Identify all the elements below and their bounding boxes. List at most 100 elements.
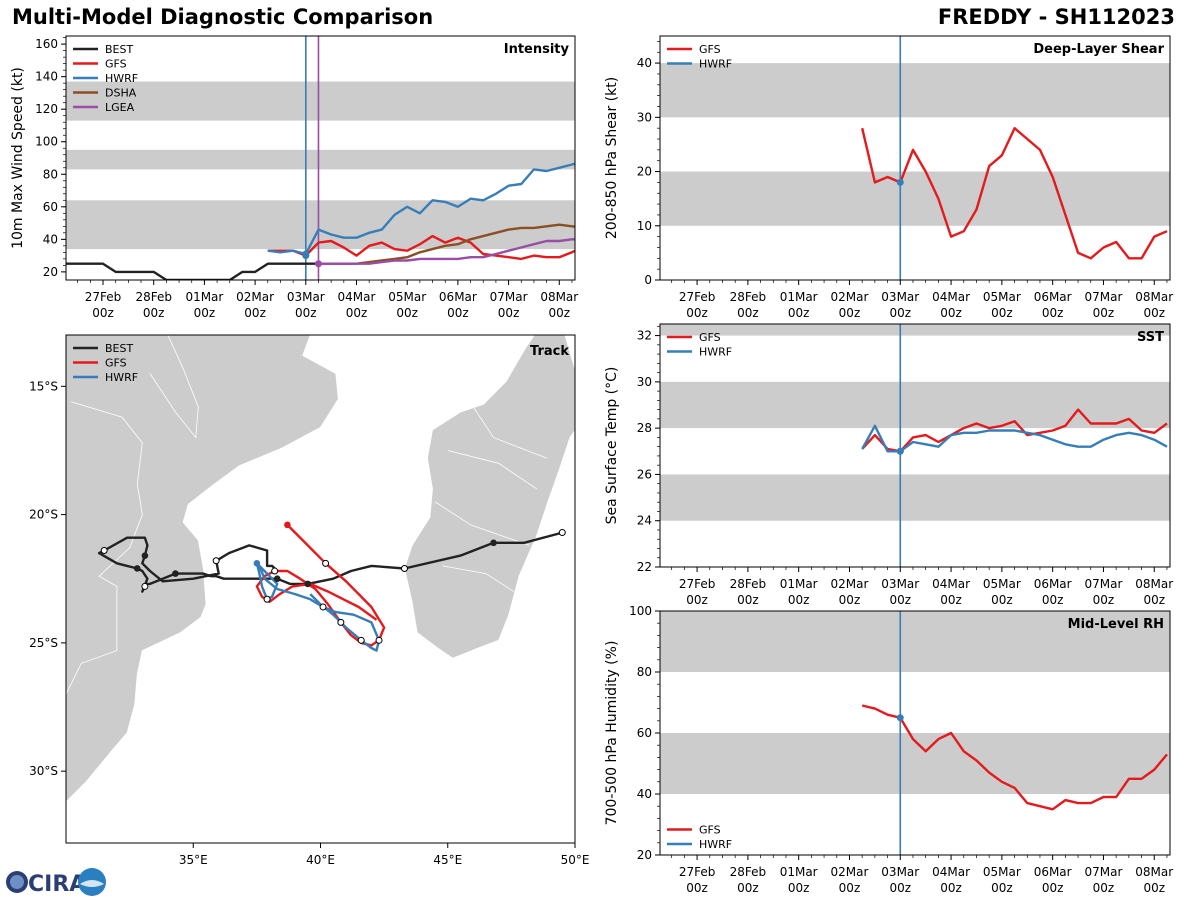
border-line: [149, 335, 199, 439]
panel-intensity: 20 40 60 80 100 120 140 160 27Feb 00z 28Feb 00z 01Ma…: [10, 35, 578, 320]
series-line-gfs: [861, 126, 1168, 260]
legend-label-hwrf: HWRF: [105, 72, 138, 85]
x-tick-label-hour: 00z: [447, 306, 469, 320]
x-tick-label-hour: 00z: [1143, 881, 1165, 895]
x-tick-label-date: 06Mar: [1034, 290, 1072, 304]
x-tick-label-hour: 00z: [686, 881, 708, 895]
x-tick-label-hour: 00z: [295, 306, 317, 320]
x-tick-label-date: 01Mar: [780, 865, 818, 879]
figure-title: Multi-Model Diagnostic Comparison: [12, 5, 434, 29]
shaded-band: [660, 381, 1170, 429]
panel-label: Deep-Layer Shear: [1033, 42, 1164, 57]
x-tick-label-hour: 00z: [1042, 306, 1064, 320]
series-line-gfs: [861, 408, 1168, 453]
x-tick-label-date: 05Mar: [983, 290, 1021, 304]
legend-label-best: BEST: [105, 43, 133, 56]
y-tick-label: 100: [629, 604, 652, 618]
shaded-band: [66, 149, 575, 170]
x-tick-label-date: 08Mar: [540, 290, 578, 304]
y-tick-label: 24: [637, 514, 652, 528]
track-point-open-best: [141, 582, 149, 590]
x-tick-label-hour: 00z: [788, 881, 810, 895]
y-tick-label: 40: [637, 56, 652, 70]
x-tick-label-date: 27Feb: [679, 865, 716, 879]
x-tick-label-hour: 00z: [1093, 306, 1115, 320]
border-line: [447, 450, 538, 490]
x-tick-label: 45°E: [433, 853, 462, 867]
x-tick-label-hour: 00z: [788, 593, 810, 607]
x-tick-label-hour: 00z: [991, 593, 1013, 607]
x-tick-label-date: 27Feb: [85, 290, 122, 304]
x-tick-label-hour: 00z: [889, 306, 911, 320]
y-tick-label: 15°S: [29, 379, 58, 393]
y-tick-label: 20: [637, 165, 652, 179]
track-point-filled-hwrf: [253, 560, 261, 567]
panel-track: 35°E 40°E 45°E 50°E 15°S 20°S 25°S 30°S Track BES…: [29, 312, 589, 867]
track-point-open-hwrf: [357, 636, 365, 644]
cira-logo: CIRA: [6, 868, 106, 897]
track-point-open-hwrf: [375, 636, 383, 644]
x-tick-label-hour: 00z: [1143, 593, 1165, 607]
y-tick-label: 160: [35, 37, 58, 51]
y-tick-label: 60: [637, 726, 652, 740]
x-tick-label-date: 05Mar: [388, 290, 426, 304]
track-point-filled-best: [490, 539, 497, 547]
y-tick-label: 80: [43, 167, 58, 181]
x-tick-label-hour: 00z: [940, 593, 962, 607]
axes-frame: [659, 35, 1171, 281]
current-point-gfs: [896, 714, 904, 722]
legend-label-dsha: DSHA: [105, 87, 137, 100]
track-point-filled-gfs: [284, 521, 291, 529]
legend-label-gfs: GFS: [699, 331, 721, 344]
x-tick-label-date: 04Mar: [932, 577, 970, 591]
x-tick-label-hour: 00z: [737, 306, 759, 320]
track-point-filled-best: [273, 575, 281, 583]
axes-frame: [65, 35, 576, 281]
track-point-open-best: [400, 564, 408, 572]
x-tick-label-date: 03Mar: [881, 290, 919, 304]
x-tick-label-date: 03Mar: [881, 577, 919, 591]
land-island: [430, 312, 434, 316]
legend-label-gfs: GFS: [699, 824, 721, 837]
y-tick-label: 30°S: [29, 764, 58, 778]
x-tick-label-hour: 00z: [839, 881, 861, 895]
x-tick-label-date: 03Mar: [881, 865, 919, 879]
x-tick-label-hour: 00z: [991, 881, 1013, 895]
x-tick-label-hour: 00z: [686, 593, 708, 607]
x-tick-label-date: 05Mar: [983, 577, 1021, 591]
land-africa: [66, 335, 339, 804]
y-tick-label: 10: [637, 219, 652, 233]
x-tick-label-date: 02Mar: [831, 290, 869, 304]
y-tick-label: 25°S: [29, 636, 58, 650]
x-tick-label-hour: 00z: [839, 306, 861, 320]
x-tick-label-date: 07Mar: [1084, 865, 1122, 879]
x-tick-label-hour: 00z: [940, 881, 962, 895]
x-tick-label-hour: 00z: [889, 881, 911, 895]
track-point-open-best: [558, 529, 566, 537]
x-tick-label-date: 27Feb: [679, 577, 716, 591]
track-point-filled-best: [172, 570, 179, 577]
x-tick-label-date: 07Mar: [1084, 577, 1122, 591]
panel-mid-level-rh: 20 40 60 80 100 27Feb 00z 28Feb 00z 01Mar 00z 02Mar…: [604, 604, 1173, 895]
shaded-band: [660, 474, 1170, 521]
x-tick-label-date: 08Mar: [1135, 865, 1173, 879]
x-tick-label-date: 03Mar: [287, 290, 325, 304]
panel-label: Track: [530, 344, 569, 359]
shaded-band: [660, 324, 1170, 336]
x-tick-label-hour: 00z: [1042, 593, 1064, 607]
x-tick-label-hour: 00z: [889, 593, 911, 607]
x-tick-label-date: 27Feb: [679, 290, 716, 304]
x-tick-label-hour: 00z: [194, 306, 216, 320]
y-tick-label: 120: [35, 102, 58, 116]
x-tick-label-hour: 00z: [92, 306, 114, 320]
border-line: [472, 406, 548, 459]
border-line: [66, 401, 143, 695]
series-line-lgea: [318, 238, 575, 265]
series-line-best: [66, 262, 319, 280]
y-tick-label: 40: [637, 787, 652, 801]
y-tick-label: 20: [637, 848, 652, 862]
x-tick-label-hour: 00z: [548, 306, 570, 320]
x-tick-label-date: 05Mar: [983, 865, 1021, 879]
x-tick-label-hour: 00z: [244, 306, 266, 320]
x-tick-label-date: 06Mar: [1034, 577, 1072, 591]
